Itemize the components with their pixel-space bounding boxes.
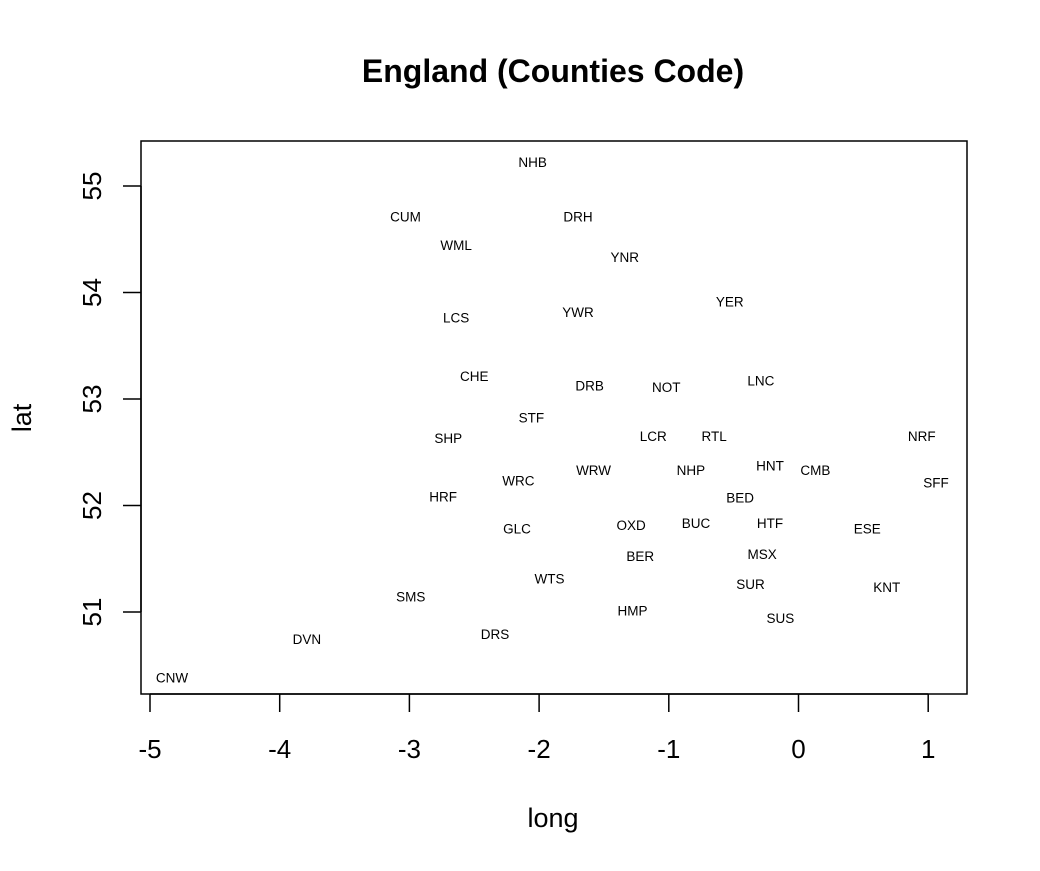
point-label-bed: BED: [726, 491, 754, 506]
y-tick-label: 52: [77, 491, 107, 520]
x-tick-label: -2: [528, 734, 551, 764]
point-label-glc: GLC: [503, 521, 531, 536]
point-label-nhb: NHB: [518, 155, 547, 170]
plot-frame: [140, 140, 968, 695]
point-label-msx: MSX: [748, 547, 777, 562]
x-tick-label: -3: [398, 734, 421, 764]
point-label-nhp: NHP: [677, 463, 706, 478]
point-label-shp: SHP: [434, 431, 462, 446]
point-label-lnc: LNC: [747, 373, 774, 388]
point-label-oxd: OXD: [617, 518, 647, 533]
y-tick-label: 51: [77, 598, 107, 627]
point-label-sms: SMS: [396, 590, 425, 605]
point-label-sff: SFF: [923, 476, 949, 491]
point-label-not: NOT: [652, 380, 681, 395]
data-labels: NHB CUM DRH WML YNR YER YWR LCS CHE LNC DRB NOT STF S…: [156, 155, 949, 685]
y-tick-label: 53: [77, 385, 107, 414]
point-label-ywr: YWR: [562, 305, 594, 320]
point-label-nrf: NRF: [908, 429, 936, 444]
x-tick-label: -5: [138, 734, 161, 764]
x-axis-title: long: [527, 803, 578, 833]
x-tick-label: -4: [268, 734, 291, 764]
x-tick-label: -1: [657, 734, 680, 764]
point-label-cum: CUM: [390, 209, 421, 224]
point-label-dvn: DVN: [293, 632, 322, 647]
point-label-hmp: HMP: [617, 603, 647, 618]
y-tick-label: 55: [77, 172, 107, 201]
point-label-che: CHE: [460, 369, 489, 384]
point-label-wml: WML: [440, 238, 472, 253]
point-label-buc: BUC: [682, 516, 711, 531]
point-label-wts: WTS: [534, 571, 564, 586]
point-label-lcs: LCS: [443, 311, 469, 326]
point-label-rtl: RTL: [702, 429, 728, 444]
chart-title: England (Counties Code): [362, 53, 744, 89]
point-label-cnw: CNW: [156, 671, 188, 686]
point-label-yer: YER: [716, 295, 744, 310]
point-label-ber: BER: [626, 549, 654, 564]
point-label-stf: STF: [519, 411, 545, 426]
x-tick-label: 0: [791, 734, 805, 764]
y-axis: 51 52 53 54 55: [77, 172, 142, 627]
point-label-drh: DRH: [563, 209, 592, 224]
y-tick-label: 54: [77, 278, 107, 307]
point-label-wrw: WRW: [576, 463, 611, 478]
point-label-drb: DRB: [575, 379, 604, 394]
x-tick-label: 1: [921, 734, 935, 764]
x-axis: -5 -4 -3 -2 -1 0 1: [138, 693, 935, 764]
point-label-hnt: HNT: [756, 459, 784, 474]
point-label-wrc: WRC: [502, 474, 534, 489]
point-label-cmb: CMB: [800, 463, 830, 478]
point-label-hrf: HRF: [429, 489, 457, 504]
point-label-drs: DRS: [481, 627, 510, 642]
y-axis-title: lat: [7, 403, 37, 432]
point-label-htf: HTF: [757, 516, 783, 531]
point-label-lcr: LCR: [640, 429, 667, 444]
point-label-sur: SUR: [736, 577, 765, 592]
point-label-ynr: YNR: [610, 250, 639, 265]
point-label-knt: KNT: [873, 580, 900, 595]
point-label-ese: ESE: [854, 521, 881, 536]
point-label-sus: SUS: [766, 611, 794, 626]
